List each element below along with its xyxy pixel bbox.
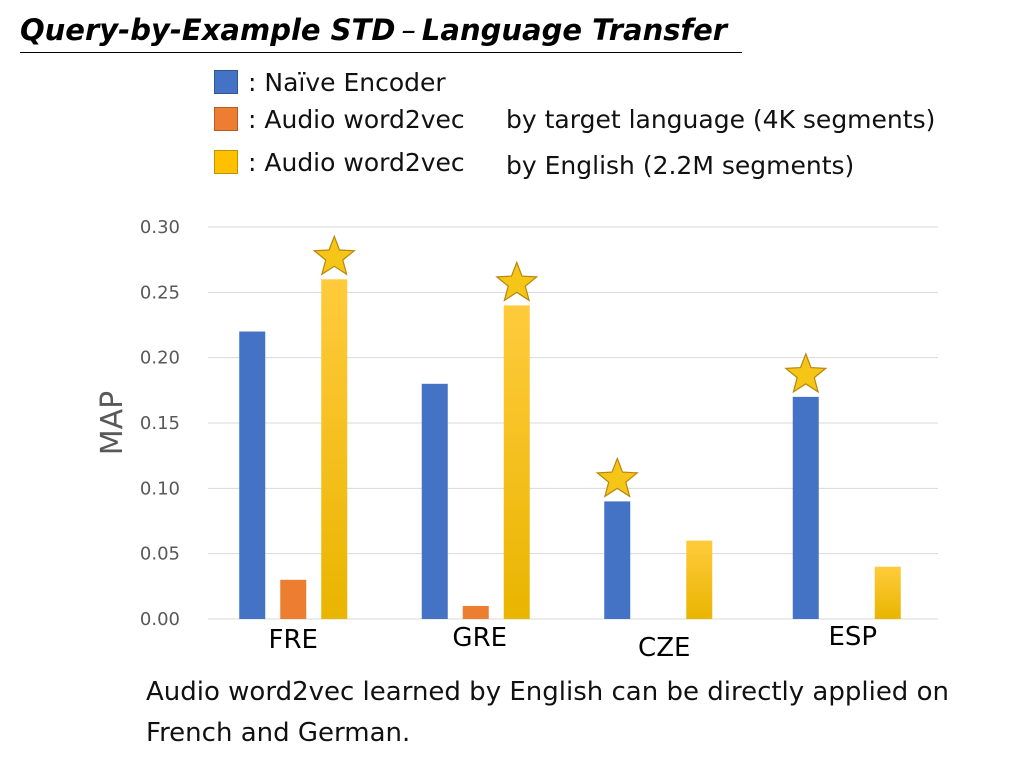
legend-swatch-yellow xyxy=(214,150,238,174)
x-tick-label: ESP xyxy=(828,622,877,652)
bar-cze-series-0 xyxy=(604,501,631,619)
y-tick-label: 0.00 xyxy=(140,609,180,630)
legend-label: : Audio word2vec xyxy=(248,105,465,134)
bar-gre-series-0 xyxy=(421,383,448,619)
legend-label: : Naïve Encoder xyxy=(248,68,446,97)
star-icon xyxy=(784,352,828,394)
legend-item-word2vec-target: : Audio word2vec by target language (4K … xyxy=(214,103,974,137)
bar-fre-series-2 xyxy=(321,279,348,619)
slide-caption: Audio word2vec learned by English can be… xyxy=(146,677,949,748)
bar-cze-series-2 xyxy=(686,540,713,619)
legend-item-naive-encoder: : Naïve Encoder xyxy=(214,66,614,100)
bar-fre-series-0 xyxy=(239,331,266,619)
legend-item-word2vec-english: : Audio word2vec by English (2.2M segmen… xyxy=(214,146,914,180)
chart-stars xyxy=(312,234,828,498)
title-dash: – xyxy=(401,13,416,47)
bar-fre-series-1 xyxy=(280,579,307,619)
y-tick-label: 0.10 xyxy=(140,478,180,499)
chart-bars xyxy=(239,279,901,619)
y-tick-label: 0.05 xyxy=(140,544,180,565)
title-part1: Query-by-Example STD xyxy=(20,13,396,47)
chart-grid xyxy=(208,226,938,620)
bar-gre-series-1 xyxy=(462,605,489,619)
y-tick-label: 0.25 xyxy=(140,282,180,303)
title-part2: Language Transfer xyxy=(421,13,728,47)
legend-detail: by English (2.2M segments) xyxy=(506,151,855,180)
y-tick-label: 0.30 xyxy=(140,217,180,238)
bar-esp-series-0 xyxy=(792,396,819,619)
legend-detail: by target language (4K segments) xyxy=(506,105,936,134)
bar-gre-series-2 xyxy=(503,305,530,619)
legend-label: : Audio word2vec xyxy=(248,148,465,177)
y-axis-label: MAP xyxy=(95,391,130,456)
bar-esp-series-2 xyxy=(874,566,901,619)
x-tick-label: FRE xyxy=(269,625,318,655)
y-tick-label: 0.15 xyxy=(140,413,180,434)
y-axis: 0.00 0.05 0.10 0.15 0.20 0.25 0.30 xyxy=(140,217,180,630)
x-tick-label: CZE xyxy=(638,633,690,663)
star-icon xyxy=(495,260,539,302)
x-axis: FRE GRE CZE ESP xyxy=(269,622,878,663)
legend-swatch-blue xyxy=(214,70,238,94)
legend-swatch-orange xyxy=(214,107,238,131)
slide-title: Query-by-Example STD – Language Transfer xyxy=(20,10,742,53)
x-tick-label: GRE xyxy=(452,623,507,653)
star-icon xyxy=(595,456,639,498)
star-icon xyxy=(312,234,356,276)
y-tick-label: 0.20 xyxy=(140,348,180,369)
